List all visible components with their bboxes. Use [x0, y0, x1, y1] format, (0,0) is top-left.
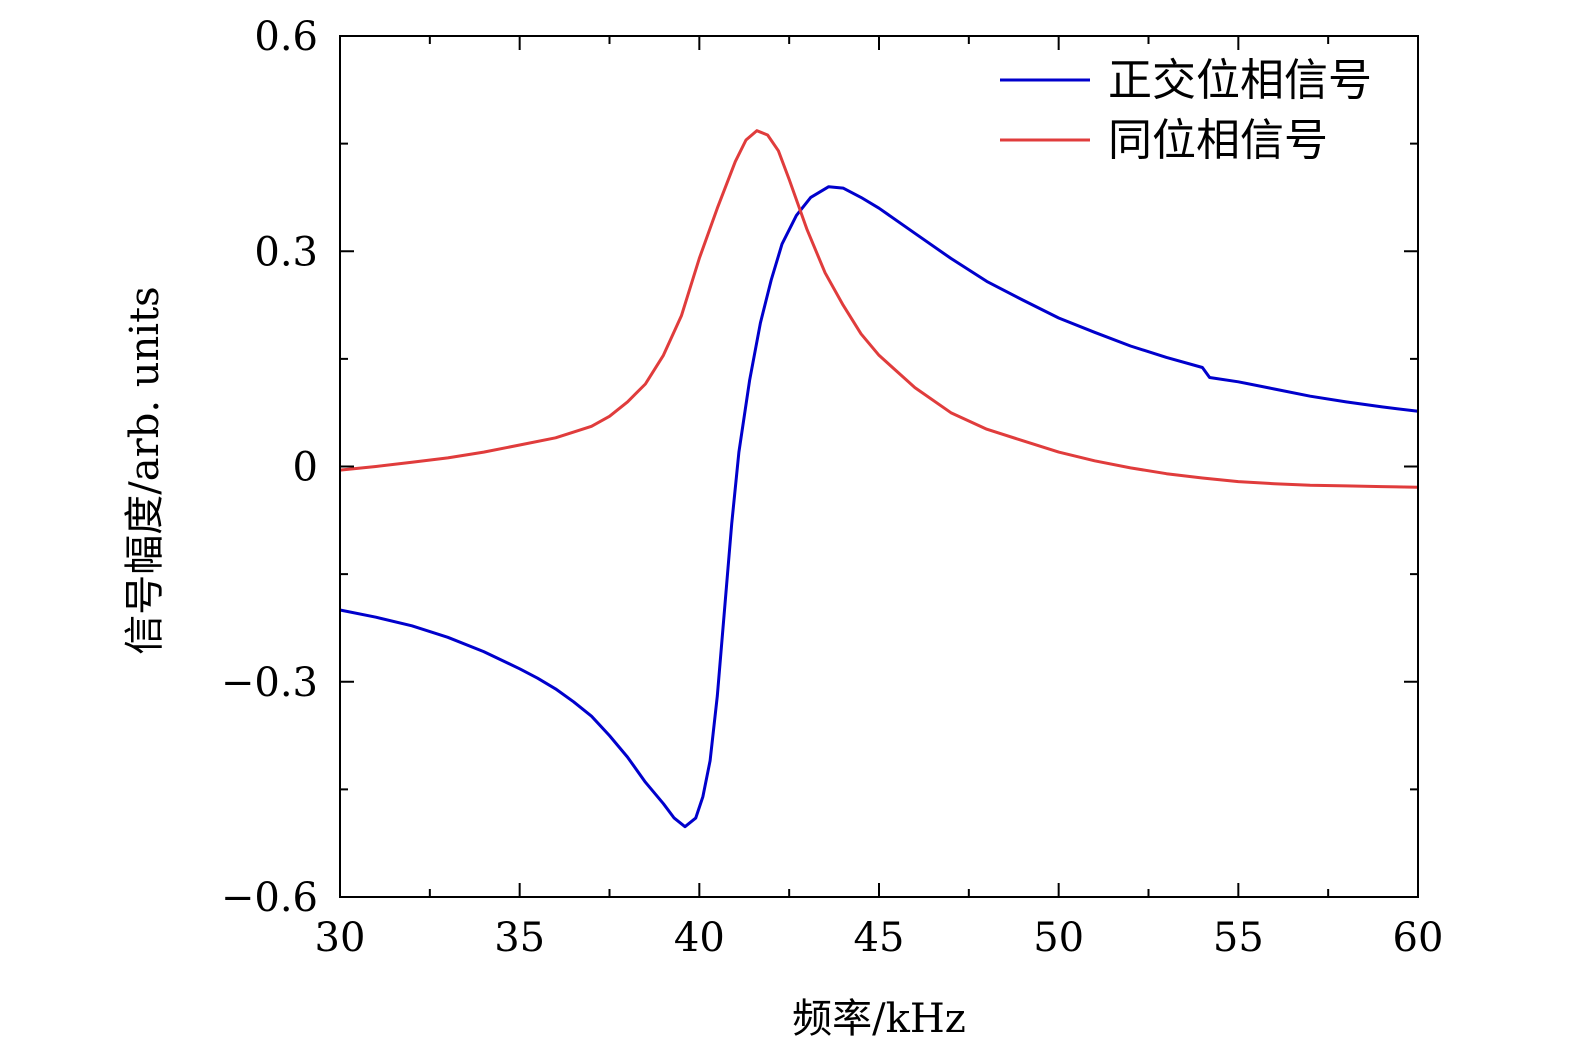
legend-label-1: 正交位相信号: [1108, 55, 1372, 106]
y-tick-label: 0: [293, 445, 318, 491]
y-axis-title: 信号幅度/arb. units: [122, 286, 168, 654]
x-tick-label: 30: [315, 915, 366, 961]
x-tick-label: 40: [674, 915, 725, 961]
x-tick-label: 50: [1033, 915, 1084, 961]
plot-lines: [339, 129, 1419, 829]
x-axis-title: 频率/kHz: [792, 996, 966, 1042]
x-axis: 30 35 40 45 50 55 60: [315, 36, 1444, 961]
series-line-2: [339, 129, 1419, 489]
y-tick-label: 0.6: [254, 14, 318, 60]
x-tick-label: 35: [494, 915, 545, 961]
x-tick-label: 55: [1213, 915, 1264, 961]
y-tick-label: 0.3: [254, 229, 318, 275]
legend-label-2: 同位相信号: [1108, 115, 1328, 166]
x-tick-label: 60: [1393, 915, 1444, 961]
y-tick-label: −0.6: [221, 875, 318, 921]
x-tick-label: 45: [854, 915, 905, 961]
y-tick-label: −0.3: [221, 660, 318, 706]
series-line-1: [339, 185, 1419, 829]
y-axis: −0.6 −0.3 0 0.3 0.6: [221, 14, 1418, 921]
